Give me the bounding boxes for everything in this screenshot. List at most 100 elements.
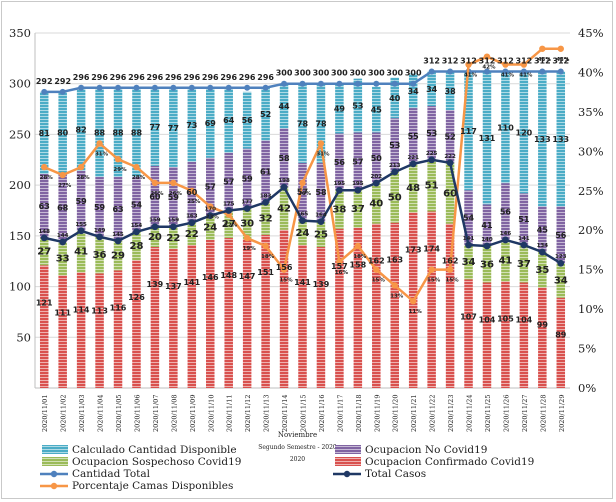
bar-data-label: 34 [426,85,438,94]
bar-data-label: 37 [351,204,365,215]
casos-data-label: 144 [57,233,69,239]
casos-data-label: 159 [168,218,180,224]
x-tick-label: 2020/11/07 [152,395,160,432]
total-casos-point [225,207,232,214]
porcentaje-point [355,243,361,249]
x-tick-label: 2020/11/21 [410,395,418,432]
bar-data-label: 55 [408,132,420,141]
bar-segment [95,273,104,388]
percent-data-label: 23% [206,215,220,221]
total-casos-point [262,199,269,206]
total-data-label: 312 [460,57,477,66]
bar-data-label: 24 [203,223,217,234]
bar-data-label: 81 [39,129,51,138]
bar-data-label: 99 [537,321,549,330]
cantidad-total-point [133,85,139,91]
cantidad-total-point [429,69,435,75]
percent-data-label: 13% [390,293,404,299]
bar-data-label: 41 [481,221,493,230]
bar-data-label: 116 [110,303,127,312]
legend-swatch [42,445,68,454]
percent-data-label: 15% [372,278,386,284]
bar-data-label: 56 [242,116,254,125]
stacked-bar-line-chart: 501001502002503003500%5%10%15%20%25%30%3… [0,0,616,502]
y2-tick-label: 45% [578,26,604,40]
casos-data-label: 195 [334,181,346,187]
total-casos-point [299,217,306,224]
bar-data-label: 37 [517,259,531,270]
x-tick-label: 2020/11/22 [429,395,437,432]
x-tick-label: 2020/11/16 [318,395,326,432]
legend-swatch [42,457,68,466]
casos-data-label: 225 [426,151,438,157]
bar-data-label: 25 [314,229,328,240]
y-tick-label: 250 [9,127,31,141]
porcentaje-point [558,46,564,52]
bar-segment [501,282,510,389]
bar-data-label: 77 [168,124,179,133]
x-tick-label: 2020/11/11 [226,395,234,432]
total-data-label: 312 [442,57,459,66]
y2-tick-label: 25% [578,184,604,198]
bar-data-label: 68 [57,203,69,212]
percent-data-label: 43% [538,57,552,63]
casos-data-label: 134 [537,243,549,249]
bar-data-label: 58 [278,154,290,163]
bar-data-label: 36 [93,250,107,261]
percent-data-label: 31% [316,151,330,157]
bar-segment [390,223,399,388]
total-casos-point [447,159,454,166]
percent-data-label: 18% [353,254,367,260]
legend-marker [51,471,57,477]
percent-data-label: 41% [519,73,533,79]
x-tick-label: 2020/11/20 [392,395,400,432]
percent-data-label: 28% [132,175,146,181]
percent-data-label: 22% [224,222,238,228]
x-axis-title: Noviembre [278,431,317,439]
bar-segment [188,245,197,388]
percent-data-label: 25% [187,199,201,205]
porcentaje-point [373,266,379,272]
legend-marker [344,471,350,477]
total-casos-point [96,233,103,240]
bar-data-label: 82 [76,125,87,134]
total-data-label: 292 [54,77,71,86]
total-casos-point [391,169,398,176]
percent-data-label: 18% [261,254,275,260]
porcentaje-point [410,298,416,304]
bar-data-label: 64 [223,116,235,125]
bar-segment [427,212,436,388]
bar-data-label: 105 [497,315,514,324]
bar-data-label: 32 [259,214,273,225]
total-data-label: 296 [147,73,164,82]
bar-data-label: 89 [555,331,567,340]
total-data-label: 296 [257,73,274,82]
porcentaje-point [447,266,453,272]
y-tick-label: 100 [9,280,31,294]
bar-segment [224,238,233,388]
bar-data-label: 53 [389,141,400,150]
bar-data-label: 45 [371,106,383,115]
casos-data-label: 222 [444,154,456,160]
bar-data-label: 88 [131,128,143,137]
x-tick-label: 2020/11/09 [189,395,197,432]
bar-data-label: 163 [386,256,403,265]
bar-data-label: 126 [128,293,145,302]
bar-data-label: 59 [242,175,254,184]
bar-data-label: 162 [368,257,385,266]
total-casos-point [354,187,361,194]
casos-data-label: 123 [555,254,567,260]
total-casos-point [428,156,435,163]
casos-data-label: 183 [260,193,272,199]
total-casos-point [484,243,491,250]
casos-data-label: 164 [315,213,327,219]
total-data-label: 296 [110,73,127,82]
legend-label: Calculado Cantidad Disponible [72,444,237,456]
bar-data-label: 45 [537,225,549,234]
percent-data-label: 41% [501,73,515,79]
bar-data-label: 40 [389,94,401,103]
x-tick-label: 2020/11/06 [133,395,141,432]
bar-segment [77,272,86,388]
total-casos-point [281,184,288,191]
percent-data-label: 15% [446,278,460,284]
